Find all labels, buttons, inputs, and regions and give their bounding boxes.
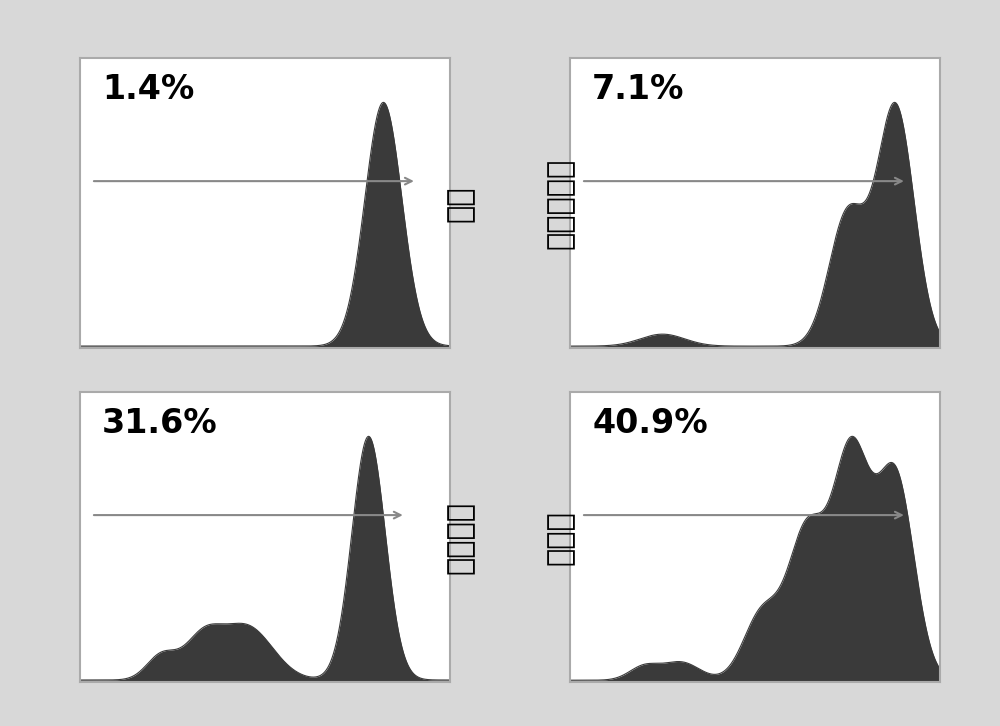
- Text: 自噬小体: 自噬小体: [446, 501, 475, 574]
- Text: 40.9%: 40.9%: [592, 407, 708, 439]
- Text: 31.6%: 31.6%: [102, 407, 218, 439]
- Text: 脂多糖: 脂多糖: [545, 510, 574, 565]
- Text: 对照: 对照: [446, 185, 475, 221]
- Text: 1.4%: 1.4%: [102, 73, 194, 105]
- Text: 细胞裂解液: 细胞裂解液: [545, 158, 574, 249]
- Text: 7.1%: 7.1%: [592, 73, 685, 105]
